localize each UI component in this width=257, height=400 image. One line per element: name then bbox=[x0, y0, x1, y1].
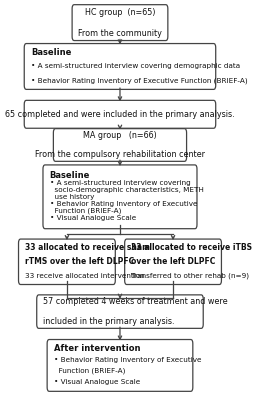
Text: MA group   (n=66): MA group (n=66) bbox=[83, 131, 157, 140]
Text: Transferred to other rehab (n=9): Transferred to other rehab (n=9) bbox=[131, 273, 249, 279]
Text: Function (BRIEF-A): Function (BRIEF-A) bbox=[50, 208, 121, 214]
FancyBboxPatch shape bbox=[53, 129, 187, 161]
FancyBboxPatch shape bbox=[47, 340, 193, 391]
Text: over the left DLPFC: over the left DLPFC bbox=[131, 257, 216, 266]
Text: • Behavior Rating Inventory of Executive: • Behavior Rating Inventory of Executive bbox=[50, 201, 197, 207]
Text: • A semi-structured interview covering demographic data: • A semi-structured interview covering d… bbox=[31, 64, 240, 70]
Text: • Behavior Rating Inventory of Executive Function (BRIEF-A): • Behavior Rating Inventory of Executive… bbox=[31, 78, 247, 84]
Text: After intervention: After intervention bbox=[54, 344, 140, 353]
Text: • Behavior Rating Inventory of Executive: • Behavior Rating Inventory of Executive bbox=[54, 357, 201, 363]
Text: • Visual Analogue Scale: • Visual Analogue Scale bbox=[50, 215, 136, 221]
Text: Baseline: Baseline bbox=[31, 48, 71, 56]
Text: • Visual Analogue Scale: • Visual Analogue Scale bbox=[54, 379, 140, 385]
Text: HC group  (n=65): HC group (n=65) bbox=[85, 8, 155, 16]
Text: Baseline: Baseline bbox=[50, 171, 90, 180]
Text: From the compulsory rehabilitation center: From the compulsory rehabilitation cente… bbox=[35, 150, 205, 159]
FancyBboxPatch shape bbox=[72, 5, 168, 40]
FancyBboxPatch shape bbox=[24, 100, 216, 128]
Text: From the community: From the community bbox=[78, 29, 162, 38]
Text: 33 allocated to receive iTBS: 33 allocated to receive iTBS bbox=[131, 243, 252, 252]
FancyBboxPatch shape bbox=[19, 239, 115, 284]
Text: included in the primary analysis.: included in the primary analysis. bbox=[43, 317, 175, 326]
Text: socio-demographic characteristics, METH: socio-demographic characteristics, METH bbox=[50, 187, 204, 193]
FancyBboxPatch shape bbox=[125, 239, 222, 284]
Text: rTMS over the left DLPFC: rTMS over the left DLPFC bbox=[25, 257, 134, 266]
Text: 33 allocated to receive sham: 33 allocated to receive sham bbox=[25, 243, 150, 252]
FancyBboxPatch shape bbox=[24, 44, 216, 89]
FancyBboxPatch shape bbox=[43, 165, 197, 229]
Text: use history: use history bbox=[50, 194, 94, 200]
Text: Function (BRIEF-A): Function (BRIEF-A) bbox=[54, 368, 125, 374]
FancyBboxPatch shape bbox=[37, 295, 203, 328]
Text: 57 completed 4 weeks of treatment and were: 57 completed 4 weeks of treatment and we… bbox=[43, 298, 228, 306]
Text: 33 receive allocated intervention: 33 receive allocated intervention bbox=[25, 273, 145, 279]
Text: 65 completed and were included in the primary analysis.: 65 completed and were included in the pr… bbox=[5, 110, 235, 119]
Text: • A semi-structured interview covering: • A semi-structured interview covering bbox=[50, 180, 190, 186]
